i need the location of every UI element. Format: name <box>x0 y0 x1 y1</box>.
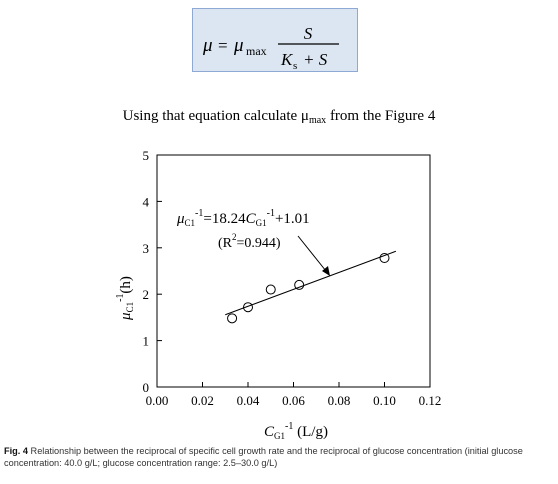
y-tick-label: 4 <box>143 194 150 209</box>
eq-denominator-k: K <box>280 50 294 69</box>
y-tick-label: 3 <box>143 241 150 256</box>
caption-label: Fig. 4 <box>4 446 28 456</box>
question-text: Using that equation calculate μmax from … <box>0 108 558 126</box>
eq-equals: = <box>218 36 228 55</box>
plot-axes <box>156 154 431 388</box>
x-tick-label: 0.02 <box>191 393 214 408</box>
y-tick-label: 5 <box>143 148 150 163</box>
x-axis-ticks: 0.00 0.02 0.04 0.06 0.08 0.10 0.12 <box>146 382 442 408</box>
caption-text: Relationship between the reciprocal of s… <box>4 446 523 468</box>
data-point <box>265 284 276 295</box>
y-axis-ticks: 0 1 2 3 4 5 <box>143 148 162 395</box>
data-points <box>227 253 390 324</box>
data-point <box>294 279 305 290</box>
annotation-arrow-head <box>322 266 330 276</box>
fit-line-group <box>225 250 397 316</box>
data-point <box>379 253 390 264</box>
question-before: Using that equation calculate <box>122 108 301 124</box>
fit-line <box>225 250 397 316</box>
x-tick-label: 0.08 <box>328 393 351 408</box>
x-tick-label: 0.04 <box>237 393 260 408</box>
y-tick-label: 0 <box>143 380 150 395</box>
question-after: from the Figure 4 <box>326 108 436 124</box>
scatter-chart: 0.00 0.02 0.04 0.06 0.08 0.10 0.12 0 1 2 3 4 5 μC1-… <box>115 148 442 441</box>
x-axis-label: CG1-1 (L/g) <box>264 421 328 441</box>
annotation-r-squared: (R2=0.944) <box>218 232 281 251</box>
x-tick-label: 0.12 <box>419 393 442 408</box>
eq-mu-max: μ <box>233 35 244 56</box>
data-point <box>227 313 238 324</box>
annotation-equation: μC1-1=18.24CG1-1+1.01 <box>176 208 310 228</box>
eq-lhs: μ <box>202 35 213 56</box>
plot-frame <box>156 154 431 388</box>
question-mu-sub: max <box>308 115 327 126</box>
x-tick-label: 0.00 <box>146 393 169 408</box>
y-axis-label: μC1-1(h) <box>115 276 135 321</box>
y-tick-label: 2 <box>143 287 150 302</box>
x-tick-label: 0.06 <box>282 393 305 408</box>
y-tick-label: 1 <box>143 334 150 349</box>
x-tick-label: 0.10 <box>373 393 396 408</box>
equation-box: μ = μ max S K s + S <box>192 8 358 72</box>
monod-equation: μ = μ max S K s + S <box>202 24 339 72</box>
eq-denominator-rest: + S <box>303 50 328 69</box>
figure-caption: Fig. 4 Relationship between the reciproc… <box>4 445 554 469</box>
question-mu: μ <box>300 108 309 124</box>
eq-numerator: S <box>304 24 313 43</box>
annotation-arrow-shaft <box>297 235 327 272</box>
eq-denominator-k-sub: s <box>293 60 297 72</box>
data-point <box>243 302 253 313</box>
eq-mu-max-sub: max <box>246 44 267 58</box>
